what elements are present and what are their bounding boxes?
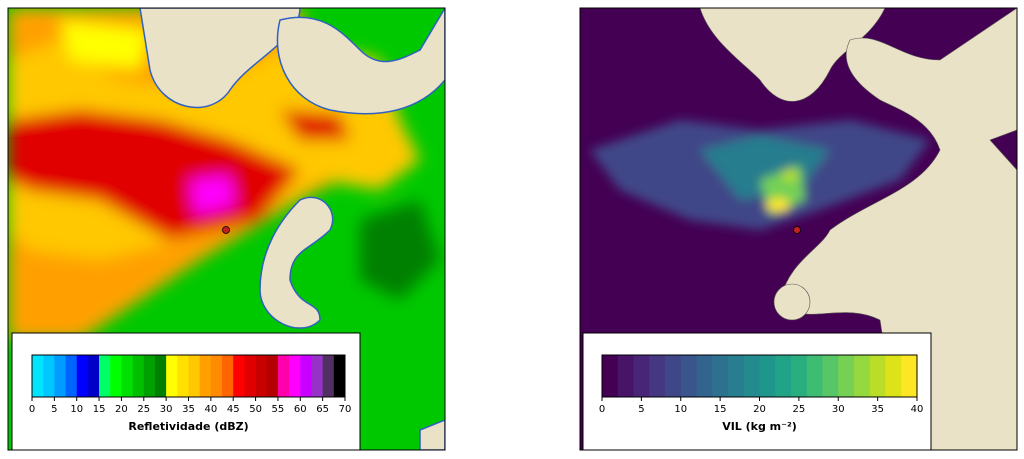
colorbar-segment [322, 355, 335, 397]
tick-label: 10 [70, 404, 83, 415]
tick-label: 40 [911, 404, 924, 415]
tick-label: 35 [182, 404, 195, 415]
colorbar-segment [65, 355, 78, 397]
tick-label: 25 [793, 404, 806, 415]
colorbar-segment [791, 355, 808, 397]
tick-label: 65 [316, 404, 329, 415]
colorbar-segment [43, 355, 55, 397]
tick-label: 50 [249, 404, 262, 415]
colorbar-label: Refletividade (dBZ) [128, 420, 248, 433]
colorbar-segment [210, 355, 223, 397]
colorbar-segment [177, 355, 189, 397]
colorbar-segment [665, 355, 682, 397]
colorbar-segment [266, 355, 279, 397]
tick-label: 15 [714, 404, 727, 415]
tick-label: 25 [137, 404, 150, 415]
colorbar-segment [869, 355, 886, 397]
tick-label: 0 [599, 404, 605, 415]
colorbar-segment [838, 355, 855, 397]
colorbar-segment [901, 355, 918, 397]
colorbar-segment [854, 355, 871, 397]
colorbar-segment [696, 355, 713, 397]
colorbar-segment [300, 355, 312, 397]
tick-label: 70 [339, 404, 352, 415]
tick-label: 0 [29, 404, 35, 415]
colorbar-segment [143, 355, 156, 397]
colorbar-segment [311, 355, 323, 397]
colorbar-segment [233, 355, 245, 397]
colorbar-segment [885, 355, 902, 397]
colorbar-segment [289, 355, 301, 397]
colorbar-segment [806, 355, 823, 397]
colorbars: 0 5 10 15 20 25 30 35 40 45 50 55 60 65 70Refletividad… [29, 354, 924, 433]
tick-label: 45 [227, 404, 240, 415]
colorbar-segment [87, 355, 100, 397]
colorbar-segment [680, 355, 697, 397]
colorbar-segment [602, 355, 619, 397]
colorbar-segment [222, 355, 234, 397]
colorbar-segment [649, 355, 666, 397]
colorbar-segment [759, 355, 776, 397]
tick-label: 35 [871, 404, 884, 415]
tick-label: 5 [51, 404, 57, 415]
tick-label: 10 [674, 404, 687, 415]
colorbar-segment [617, 355, 634, 397]
tick-label: 20 [753, 404, 766, 415]
colorbar-segment [743, 355, 760, 397]
tick-label: 5 [638, 404, 644, 415]
colorbar-segment [712, 355, 729, 397]
colorbar-segment [76, 355, 89, 397]
colorbar-segment [99, 355, 111, 397]
colorbar-segment [822, 355, 839, 397]
colorbar-segment [121, 355, 133, 397]
colorbar-segment [188, 355, 200, 397]
colorbar-segment [728, 355, 745, 397]
colorbar-segment [199, 355, 212, 397]
tick-label: 15 [93, 404, 106, 415]
colorbar-segment [132, 355, 145, 397]
tick-label: 30 [160, 404, 173, 415]
colorbar-segment [110, 355, 122, 397]
colorbar-segment [54, 355, 66, 397]
tick-label: 20 [115, 404, 128, 415]
colorbar-segment [633, 355, 650, 397]
colorbar-segment [277, 355, 290, 397]
colorbar-segment [154, 355, 167, 397]
tick-label: 40 [204, 404, 217, 415]
colorbar-segment [166, 355, 178, 397]
colorbar-segment [244, 355, 256, 397]
colorbar-label: VIL (kg m⁻²) [722, 420, 797, 433]
colorbar-segment [255, 355, 268, 397]
colorbar-segment [333, 355, 346, 397]
tick-label: 60 [294, 404, 307, 415]
tick-label: 55 [272, 404, 285, 415]
colorbar-segment [32, 355, 44, 397]
tick-label: 30 [832, 404, 845, 415]
colorbar-segment [775, 355, 792, 397]
reflectivity-map [8, 8, 445, 450]
